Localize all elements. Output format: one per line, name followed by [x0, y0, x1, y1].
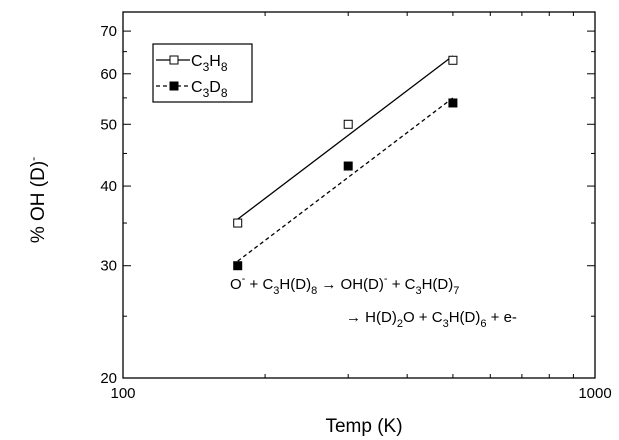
reaction-line-1-part: H(D)	[279, 276, 311, 293]
reaction-line-1-part: → OH(D)	[317, 276, 384, 293]
y-tick-label: 40	[100, 178, 117, 195]
legend-label-1-part: 8	[221, 60, 228, 74]
reaction-line-2-part: 2	[397, 318, 403, 330]
y-tick-label: 50	[100, 116, 117, 133]
reaction-line-1-part: 3	[273, 285, 279, 297]
y-axis-label: % OH (D)-	[26, 157, 49, 243]
y-axis-label-sup: -	[26, 157, 40, 161]
reaction-line-1-part: 7	[453, 285, 459, 297]
reaction-line-2-part: 6	[480, 318, 486, 330]
legend-label-1: C3H8	[191, 53, 228, 74]
data-point-series-1	[448, 55, 458, 65]
fit-lines	[237, 55, 454, 262]
y-tick-label: 60	[100, 66, 117, 83]
data-point-series-2	[343, 161, 353, 171]
data-point-series-1	[233, 218, 243, 228]
reaction-line-1-part: 3	[415, 285, 421, 297]
reaction-line-2-part: 3	[443, 318, 449, 330]
reaction-line-1-part: -	[384, 273, 388, 285]
fit-line-1	[237, 55, 454, 220]
reaction-line-2-part: → H(D)	[346, 309, 397, 326]
legend-marker-1	[169, 55, 179, 65]
reaction-line-2-part: O + C	[403, 309, 443, 326]
fit-line-2	[237, 97, 454, 262]
legend-label-2-part: 8	[221, 86, 228, 100]
reaction-line-1-part: 8	[311, 285, 317, 297]
x-tick-label: 1000	[578, 385, 611, 402]
reaction-line-2: → H(D)2O + C3H(D)6 + e-	[346, 309, 517, 330]
legend-label-2-part: 3	[203, 86, 210, 100]
reaction-line-1-part: + C	[388, 276, 416, 293]
reaction-line-2-part: H(D)	[449, 309, 481, 326]
y-tick-label: 30	[100, 258, 117, 275]
reaction-line-1-part: H(D)	[422, 276, 454, 293]
reaction-line-2-part: + e-	[486, 309, 516, 326]
reaction-line-1-part: -	[242, 273, 246, 285]
x-axis-label: Temp (K)	[325, 416, 402, 437]
reaction-line-1: O- + C3H(D)8 → OH(D)- + C3H(D)7	[230, 273, 459, 297]
data-points	[233, 55, 458, 271]
y-tick-label: 70	[100, 23, 117, 40]
data-point-series-2	[448, 98, 458, 108]
legend-label-1-part: C	[191, 53, 203, 70]
reaction-line-1-part: O	[230, 276, 242, 293]
reaction-annotation: O- + C3H(D)8 → OH(D)- + C3H(D)7→ H(D)2O …	[230, 273, 517, 330]
data-point-series-2	[233, 261, 243, 271]
legend-label-2: C3D8	[191, 79, 228, 100]
y-axis-label-main: % OH (D)	[28, 161, 49, 243]
data-point-series-1	[343, 119, 353, 129]
legend-label-1-part: 3	[203, 60, 210, 74]
legend-label-1-part: H	[209, 53, 221, 70]
legend-label-2-part: D	[209, 79, 221, 96]
x-tick-label: 100	[110, 385, 135, 402]
y-tick-label: 20	[100, 370, 117, 387]
plot-frame	[122, 11, 596, 379]
legend-marker-2	[169, 81, 179, 91]
reaction-line-1-part: + C	[245, 276, 273, 293]
axes-group: 100 1000 20 30 40 50 60 70	[100, 11, 612, 402]
legend-label-2-part: C	[191, 79, 203, 96]
legend-box	[152, 43, 253, 103]
